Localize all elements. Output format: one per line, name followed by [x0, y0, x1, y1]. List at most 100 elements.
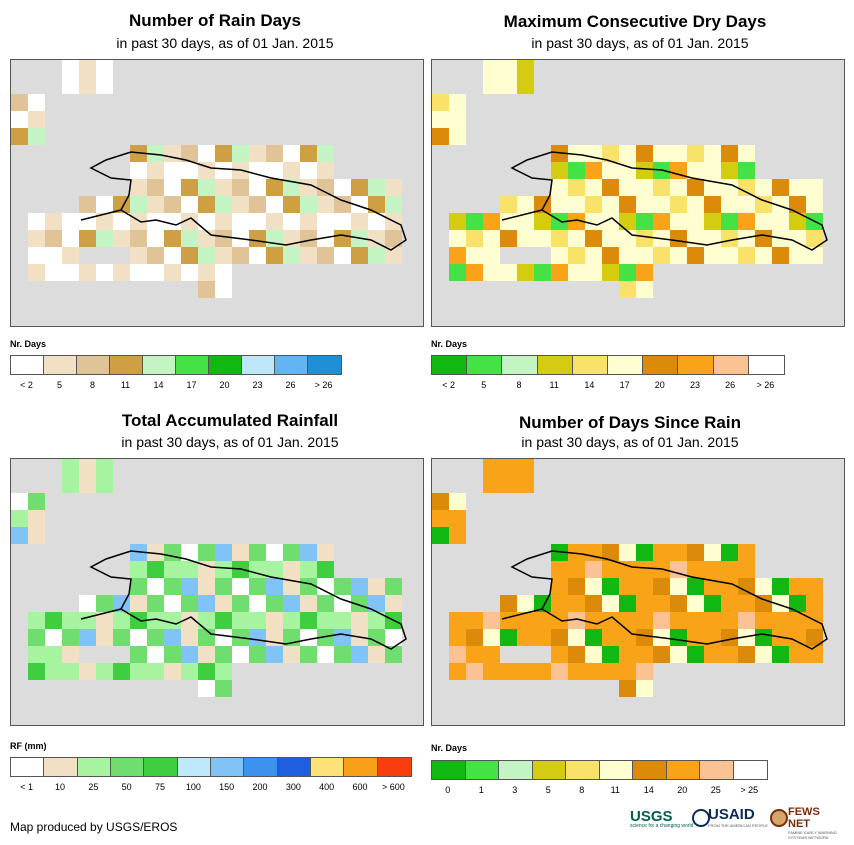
grid-cell: [28, 128, 45, 145]
grid-cell: [449, 230, 466, 247]
grid-cell: [551, 179, 568, 196]
legend-swatch: [432, 761, 466, 779]
grid-cell: [249, 612, 266, 629]
legend-swatch: [77, 356, 110, 374]
grid-cell: [483, 459, 500, 476]
legend-label: 8: [89, 380, 96, 390]
legend-label: 5: [545, 785, 551, 795]
grid-cell: [602, 544, 619, 561]
panel-1-title: Number of Rain Days: [129, 11, 301, 30]
grid-cell: [755, 247, 772, 264]
grid-cell: [432, 128, 449, 145]
grid-cell: [568, 230, 585, 247]
grid-cell: [317, 179, 334, 196]
grid-cell: [198, 544, 215, 561]
grid-cell: [385, 247, 402, 264]
usaid-logo-text: USAID: [708, 806, 755, 823]
grid-cell: [483, 646, 500, 663]
grid-cell: [653, 247, 670, 264]
fews-net-logo: FEWS NET FAMINE EARLY WARNING SYSTEMS NE…: [788, 806, 844, 840]
grid-cell: [619, 264, 636, 281]
grid-cell: [266, 595, 283, 612]
grid-cell: [772, 595, 789, 612]
grid-cell: [517, 77, 534, 94]
hispaniola-outline: [501, 550, 828, 650]
grid-cell: [79, 629, 96, 646]
grid-cell: [215, 663, 232, 680]
grid-cell: [181, 646, 198, 663]
map-rain-days: [10, 59, 424, 327]
legend-1-bar: [10, 355, 342, 375]
grid-cell: [568, 196, 585, 213]
legend-swatch: [607, 356, 644, 374]
grid-cell: [79, 459, 96, 476]
grid-cell: [164, 629, 181, 646]
grid-cell: [466, 247, 483, 264]
grid-cell: [636, 629, 653, 646]
grid-cell: [96, 459, 113, 476]
grid-cell: [249, 179, 266, 196]
grid-cell: [198, 179, 215, 196]
grid-cell: [721, 213, 738, 230]
panel-2-title: Maximum Consecutive Dry Days: [503, 12, 767, 31]
grid-cell: [585, 646, 602, 663]
grid-cell: [772, 247, 789, 264]
grid-cell: [568, 612, 585, 629]
legend-4-title: Nr. Days: [431, 743, 468, 753]
grid-cell: [113, 663, 130, 680]
grid-cell: [164, 247, 181, 264]
legend-swatch: [110, 758, 145, 776]
grid-cell: [534, 264, 551, 281]
grid-cell: [300, 629, 317, 646]
grid-cell: [249, 145, 266, 162]
grid-cell: [721, 247, 738, 264]
grid-cell: [249, 230, 266, 247]
legend-swatch: [643, 356, 679, 374]
grid-cell: [636, 264, 653, 281]
grid-cell: [266, 213, 283, 230]
grid-cell: [721, 196, 738, 213]
grid-cell: [164, 544, 181, 561]
grid-cell: [704, 544, 721, 561]
grid-cell: [28, 527, 45, 544]
grid-cell: [232, 646, 249, 663]
grid-cell: [517, 60, 534, 77]
grid-cell: [670, 578, 687, 595]
grid-cell: [789, 196, 806, 213]
grid-cell: [198, 612, 215, 629]
legend-label: > 26: [314, 380, 333, 390]
grid-cell: [449, 612, 466, 629]
grid-cell: [198, 578, 215, 595]
grid-cell: [334, 196, 351, 213]
grid-cell: [215, 680, 232, 697]
grid-cell: [636, 247, 653, 264]
grid-cell: [45, 247, 62, 264]
grid-cell: [602, 595, 619, 612]
legend-swatch: [666, 761, 700, 779]
legend-label: 23: [252, 380, 263, 390]
grid-cell: [198, 646, 215, 663]
grid-cell: [283, 247, 300, 264]
usgs-logo-text: USGS: [630, 808, 673, 825]
grid-cell: [45, 612, 62, 629]
grid-cell: [585, 595, 602, 612]
grid-cell: [113, 629, 130, 646]
grid-cell: [215, 213, 232, 230]
grid-cell: [619, 663, 636, 680]
grid-cell: [28, 663, 45, 680]
grid-cell: [147, 663, 164, 680]
legend-label: 20: [219, 380, 230, 390]
grid-cell: [670, 561, 687, 578]
grid-cell: [636, 578, 653, 595]
grid-cell: [602, 646, 619, 663]
grid-cell: [385, 179, 402, 196]
grid-cell: [466, 646, 483, 663]
grid-cell: [432, 111, 449, 128]
grid-cell: [28, 111, 45, 128]
fews-net-logo-text: FEWS NET: [788, 806, 820, 830]
legend-swatch: [44, 356, 77, 374]
grid-cell: [215, 196, 232, 213]
grid-cell: [806, 247, 823, 264]
grid-cell: [351, 595, 368, 612]
grid-cell: [164, 196, 181, 213]
